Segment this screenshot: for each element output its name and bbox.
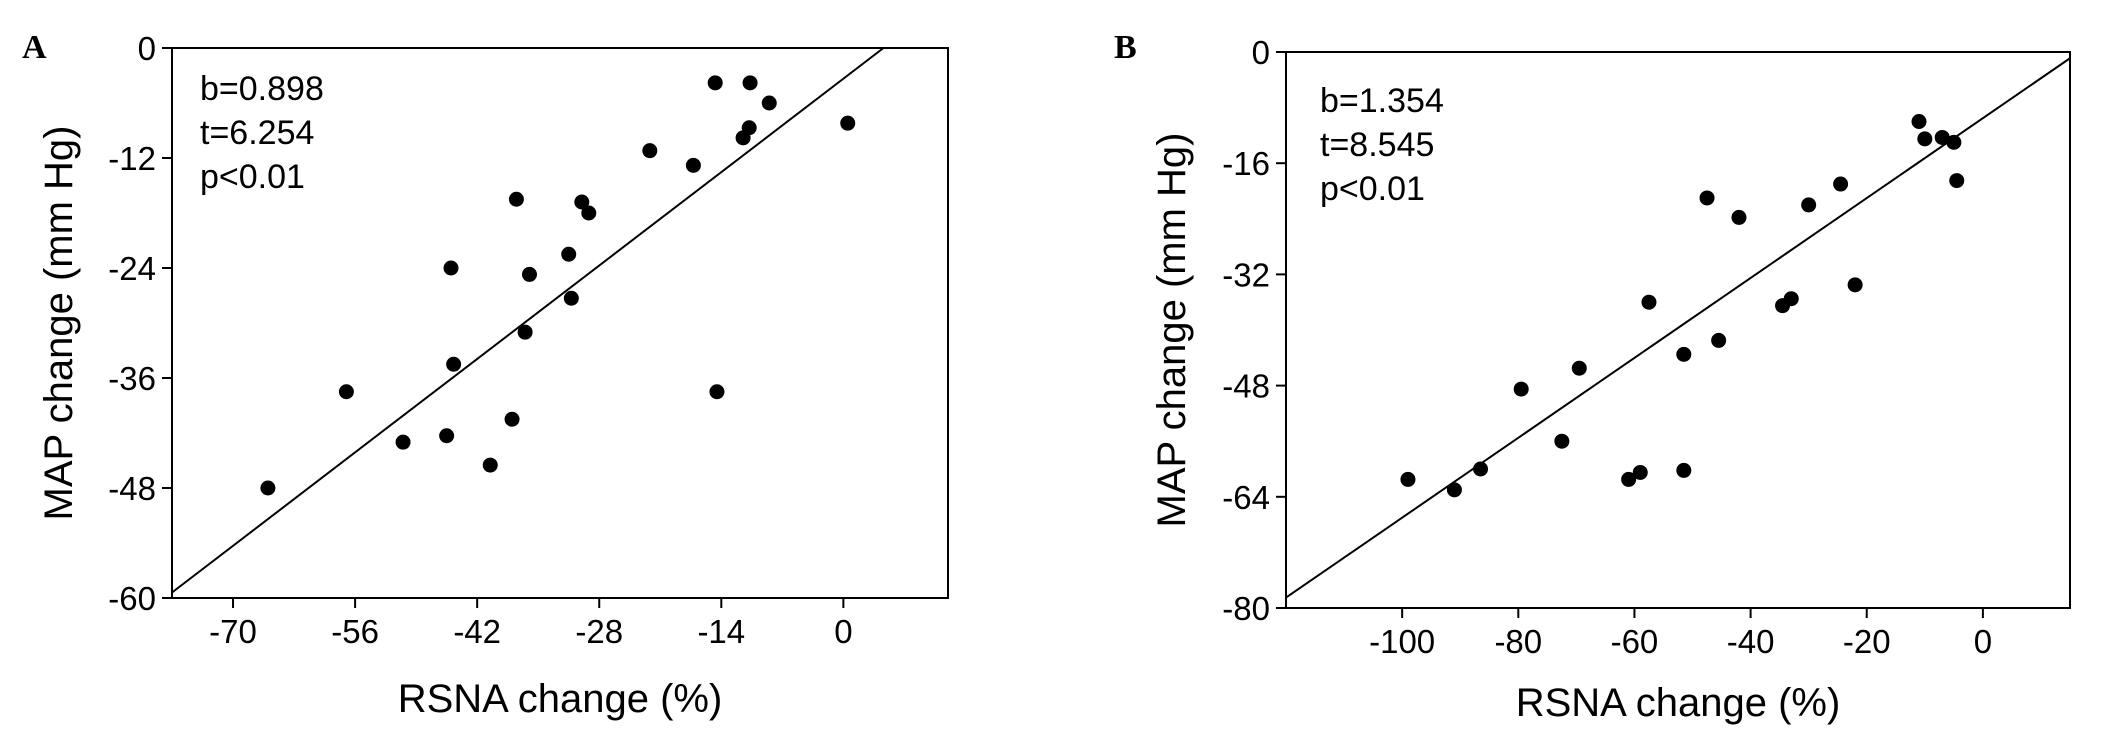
panel-b-y-axis-label: MAP change (mm Hg) — [1150, 133, 1194, 528]
panel-b-x-axis-label: RSNA change (%) — [1516, 681, 1841, 725]
panel-a-stat-annotation: b=0.898 — [200, 70, 324, 108]
panel-a-letter: A — [22, 29, 47, 66]
panel-b-data-point — [1783, 291, 1799, 307]
panel-b-data-point — [1676, 462, 1692, 478]
panel-b-stat-annotation: b=1.354 — [1320, 82, 1444, 120]
panel-a-data-point — [504, 411, 520, 427]
panel-a-data-point — [260, 480, 276, 496]
panel-b-data-point — [1632, 464, 1648, 480]
panel-a-data-point — [709, 384, 725, 400]
panel-b-x-tick-label: -100 — [1369, 623, 1435, 660]
panel-b-y-tick-label: 0 — [1252, 34, 1270, 71]
panel-a-data-point — [642, 143, 658, 159]
panel-a-data-point — [741, 120, 757, 136]
panel-a-x-tick-label: -42 — [453, 613, 501, 650]
panel-b-data-point — [1473, 461, 1489, 477]
panel-a-x-tick-label: -28 — [575, 613, 623, 650]
panel-b-data-point — [1946, 134, 1962, 150]
panel-a-y-axis-label: MAP change (mm Hg) — [37, 126, 81, 521]
panel-a-data-point — [508, 191, 524, 207]
panel-a-data-point — [761, 95, 777, 111]
panel-a-stat-annotation: p<0.01 — [200, 158, 305, 196]
panel-a-stat-annotation: t=6.254 — [200, 114, 314, 152]
panel-b-data-point — [1621, 471, 1637, 487]
panel-b-y-tick-label: -48 — [1222, 368, 1270, 405]
panel-a-data-point — [574, 194, 590, 210]
panel-a-x-tick-label: 0 — [834, 613, 852, 650]
panel-a-y-tick-label: -36 — [108, 360, 156, 397]
panel-b-plot-frame — [1285, 51, 2071, 609]
panel-a-data-point — [446, 356, 462, 372]
panel-b-data-point — [1554, 433, 1570, 449]
panel-b-data-point — [1400, 471, 1416, 487]
panel-a-x-tick-label: -14 — [697, 613, 745, 650]
panel-a-data-point — [517, 324, 533, 340]
panel-a-data-point — [707, 75, 723, 91]
panel-a-data-point — [685, 157, 701, 173]
panel-a-x-axis-label: RSNA change (%) — [398, 677, 723, 721]
panel-b-data-point — [1911, 114, 1927, 129]
panel-b-data-point — [1801, 197, 1817, 213]
panel-b-regression-line — [1285, 57, 2071, 599]
panel-b-data-point — [1571, 360, 1587, 376]
panel-b-data-point — [1917, 131, 1933, 147]
panel-b-letter: B — [1114, 29, 1137, 66]
panel-a-data-point — [563, 290, 579, 306]
panel-b-x-tick-label: -60 — [1611, 623, 1659, 660]
panel-b-data-point — [1934, 129, 1950, 145]
panel-b-data-point — [1833, 176, 1849, 192]
panel-a-data-point — [439, 428, 455, 444]
panel-b-y-tick-label: -16 — [1222, 145, 1270, 182]
panel-b-data-point — [1699, 190, 1715, 206]
panel-a-data-point — [561, 246, 577, 262]
panel-a-x-tick-label: -56 — [331, 613, 379, 650]
panel-a-data-point — [581, 205, 597, 221]
panel-b-x-tick-label: -20 — [1843, 623, 1891, 660]
panel-b-data-point — [1513, 381, 1529, 397]
panel-b-data-point — [1731, 209, 1747, 225]
panel-b-data-point — [1949, 173, 1965, 189]
panel-a-y-tick-label: 0 — [138, 30, 156, 67]
panel-a-data-point — [840, 115, 856, 131]
panel-b-x-tick-label: 0 — [1974, 623, 1992, 660]
panel-a-y-tick-label: -12 — [108, 140, 156, 177]
panel-a-data-point — [395, 434, 411, 450]
panel-a-y-tick-label: -24 — [108, 250, 156, 287]
panel-b-x-tick-label: -40 — [1727, 623, 1775, 660]
panel-b-data-point — [1641, 294, 1657, 310]
panel-a-plot-frame — [171, 47, 949, 599]
panel-b-data-point — [1446, 482, 1462, 498]
panel-b-y-tick-label: -64 — [1222, 479, 1270, 516]
panel-a-y-tick-label: -48 — [108, 470, 156, 507]
panel-a-data-point — [742, 75, 758, 91]
panel-b-stat-annotation: t=8.545 — [1320, 126, 1434, 164]
panel-a-regression-line — [171, 47, 885, 594]
panel-b-y-tick-label: -32 — [1222, 256, 1270, 293]
panel-b-y-tick-label: -80 — [1222, 590, 1270, 627]
panel-a-data-point — [443, 260, 459, 276]
panel-a-x-tick-label: -70 — [209, 613, 257, 650]
panel-a-data-point — [338, 384, 354, 400]
panel-b-data-point — [1711, 332, 1727, 348]
panel-a-data-point — [482, 457, 498, 473]
panel-a-data-point — [521, 266, 537, 282]
panel-b-data-point — [1676, 346, 1692, 362]
panel-b-stat-annotation: p<0.01 — [1320, 170, 1425, 208]
panel-b-data-point — [1847, 277, 1863, 293]
panel-b-x-tick-label: -80 — [1494, 623, 1542, 660]
panel-a-y-tick-label: -60 — [108, 580, 156, 617]
